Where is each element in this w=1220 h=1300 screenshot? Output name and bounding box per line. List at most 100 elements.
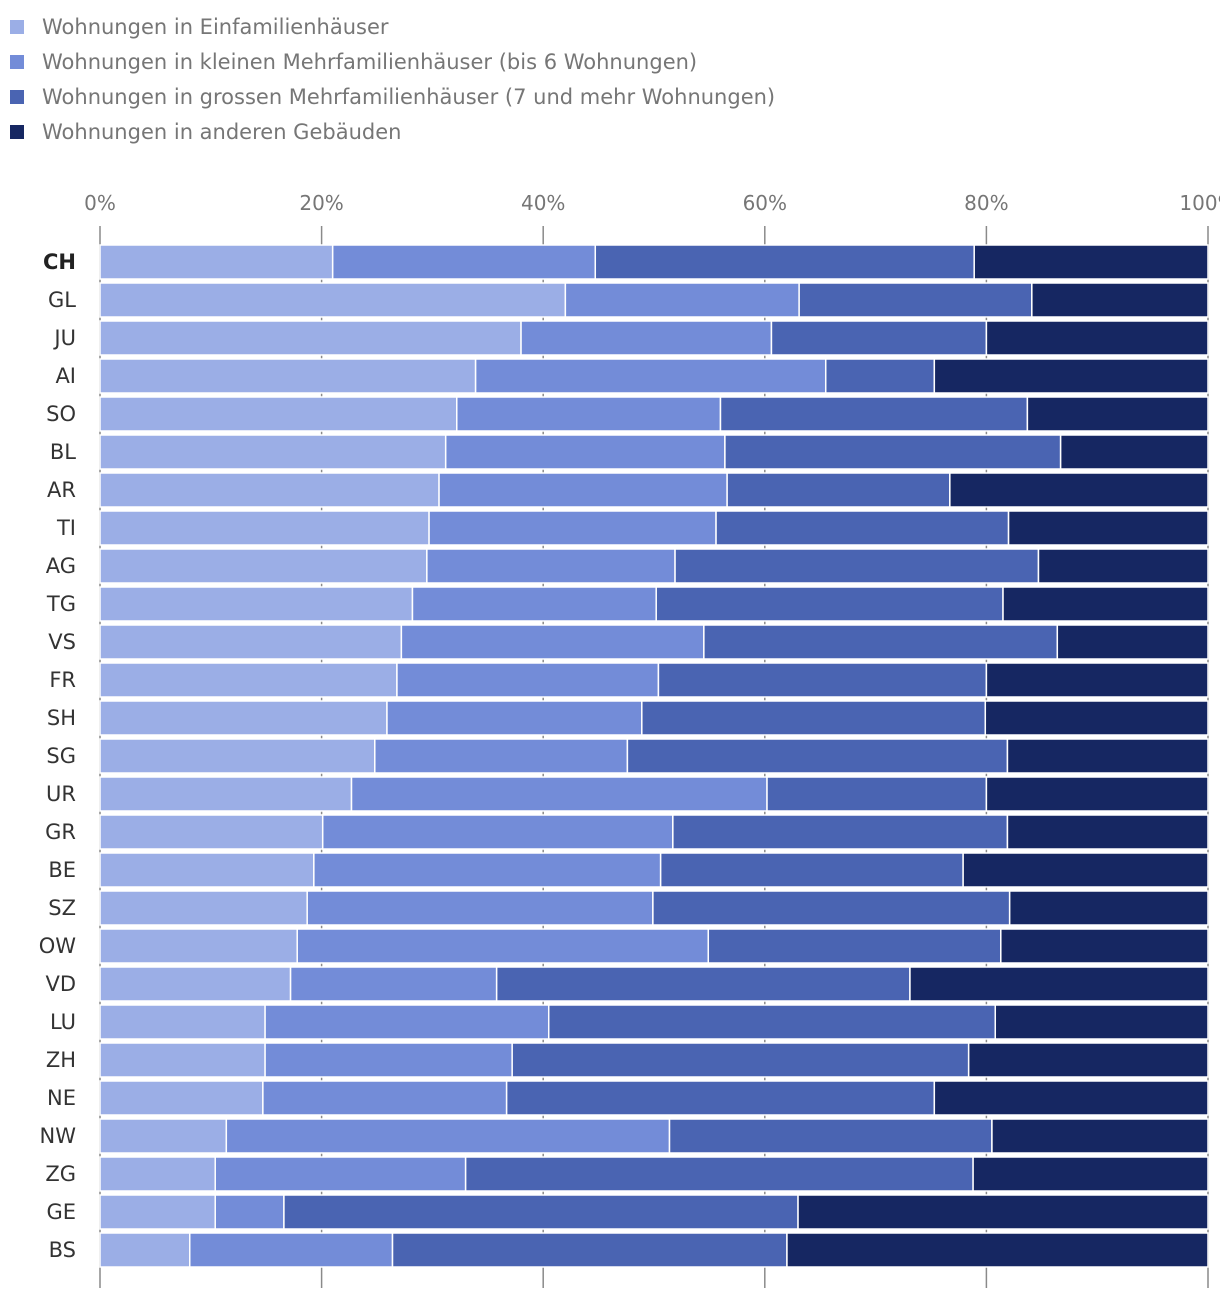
bar-segment[interactable]: TG – Wohnungen in grossen Mehrfamilienhä… (655, 586, 1004, 622)
bar-segment[interactable]: TG – Wohnungen in Einfamilienhäuser: 28.… (99, 586, 414, 622)
bar-segment[interactable]: VD – Wohnungen in grossen Mehrfamilienhä… (495, 966, 911, 1002)
bar-segment[interactable]: AG – Wohnungen in kleinen Mehrfamilienhä… (426, 548, 676, 584)
bar-segment[interactable]: UR – Wohnungen in grossen Mehrfamilienhä… (766, 776, 988, 812)
bar-segment[interactable]: AI – Wohnungen in grossen Mehrfamilienhä… (824, 358, 936, 394)
bar-segment[interactable]: AG – Wohnungen in grossen Mehrfamilienhä… (674, 548, 1040, 584)
bar-segment[interactable]: NW – Wohnungen in grossen Mehrfamilienhä… (668, 1118, 993, 1154)
bar-segment[interactable]: OW – Wohnungen in Einfamilienhäuser: 17.… (99, 928, 298, 964)
bar-segment[interactable]: UR – Wohnungen in Einfamilienhäuser: 22.… (99, 776, 353, 812)
bar-segment[interactable]: CH – Wohnungen in grossen Mehrfamilienhä… (594, 244, 975, 280)
bar-segment[interactable]: BE – Wohnungen in kleinen Mehrfamilienhä… (313, 852, 662, 888)
bar-segment[interactable]: GL – Wohnungen in grossen Mehrfamilienhä… (798, 282, 1033, 318)
bar-segment[interactable]: GE – Wohnungen in anderen Gebäuden: 37% (797, 1194, 1209, 1230)
bar-segment[interactable]: VD – Wohnungen in Einfamilienhäuser: 17.… (99, 966, 292, 1002)
bar-segment[interactable]: VD – Wohnungen in kleinen Mehrfamilienhä… (289, 966, 498, 1002)
bar-segment[interactable]: JU – Wohnungen in kleinen Mehrfamilienhä… (520, 320, 773, 356)
legend-item[interactable]: Wohnungen in anderen Gebäuden (10, 117, 401, 147)
bar-segment[interactable]: SG – Wohnungen in grossen Mehrfamilienhä… (626, 738, 1009, 774)
bar-segment[interactable]: TG – Wohnungen in anderen Gebäuden: 18.5… (1002, 586, 1209, 622)
bar-segment[interactable]: VS – Wohnungen in anderen Gebäuden: 13.6… (1056, 624, 1209, 660)
bar-segment[interactable]: FR – Wohnungen in anderen Gebäuden: 20% (985, 662, 1209, 698)
bar-segment[interactable]: FR – Wohnungen in grossen Mehrfamilienhä… (657, 662, 988, 698)
bar-segment[interactable]: AR – Wohnungen in anderen Gebäuden: 23.3… (949, 472, 1209, 508)
bar-segment[interactable]: VS – Wohnungen in kleinen Mehrfamilienhä… (400, 624, 705, 660)
legend-item[interactable]: Wohnungen in Einfamilienhäuser (10, 12, 389, 42)
bar-segment[interactable]: CH – Wohnungen in anderen Gebäuden: 21.1… (973, 244, 1209, 280)
bar-segment[interactable]: SH – Wohnungen in Einfamilienhäuser: 25.… (99, 700, 388, 736)
bar-segment[interactable]: GR – Wohnungen in Einfamilienhäuser: 20.… (99, 814, 324, 850)
bar-segment[interactable]: NE – Wohnungen in anderen Gebäuden: 24.7… (933, 1080, 1209, 1116)
bar-segment[interactable]: SO – Wohnungen in Einfamilienhäuser: 32.… (99, 396, 458, 432)
bar-segment[interactable]: SG – Wohnungen in Einfamilienhäuser: 24.… (99, 738, 376, 774)
bar-segment[interactable]: ZG – Wohnungen in kleinen Mehrfamilienhä… (214, 1156, 467, 1192)
bar-segment[interactable]: TI – Wohnungen in anderen Gebäuden: 18% (1007, 510, 1209, 546)
bar-segment[interactable]: ZH – Wohnungen in kleinen Mehrfamilienhä… (264, 1042, 513, 1078)
bar-segment[interactable]: AI – Wohnungen in anderen Gebäuden: 24.7… (933, 358, 1209, 394)
bar-segment[interactable]: GL – Wohnungen in kleinen Mehrfamilienhä… (564, 282, 800, 318)
bar-segment[interactable]: BE – Wohnungen in Einfamilienhäuser: 19.… (99, 852, 315, 888)
bar-segment[interactable]: GE – Wohnungen in Einfamilienhäuser: 10.… (99, 1194, 216, 1230)
bar-segment[interactable]: SO – Wohnungen in kleinen Mehrfamilienhä… (456, 396, 722, 432)
bar-segment[interactable]: VD – Wohnungen in anderen Gebäuden: 26.9… (909, 966, 1209, 1002)
bar-segment[interactable]: OW – Wohnungen in grossen Mehrfamilienhä… (707, 928, 1002, 964)
bar-segment[interactable]: BS – Wohnungen in kleinen Mehrfamilienhä… (188, 1232, 394, 1268)
bar-segment[interactable]: BL – Wohnungen in Einfamilienhäuser: 31.… (99, 434, 447, 470)
bar-segment[interactable]: GR – Wohnungen in kleinen Mehrfamilienhä… (321, 814, 674, 850)
bar-segment[interactable]: BS – Wohnungen in grossen Mehrfamilienhä… (391, 1232, 788, 1268)
bar-segment[interactable]: SZ – Wohnungen in grossen Mehrfamilienhä… (652, 890, 1011, 926)
bar-segment[interactable]: SO – Wohnungen in grossen Mehrfamilienhä… (719, 396, 1029, 432)
bar-segment[interactable]: SZ – Wohnungen in Einfamilienhäuser: 18.… (99, 890, 308, 926)
bar-segment[interactable]: BS – Wohnungen in anderen Gebäuden: 38% (786, 1232, 1209, 1268)
bar-segment[interactable]: FR – Wohnungen in kleinen Mehrfamilienhä… (396, 662, 660, 698)
legend-item[interactable]: Wohnungen in kleinen Mehrfamilienhäuser … (10, 47, 697, 77)
bar-segment[interactable]: TI – Wohnungen in grossen Mehrfamilienhä… (715, 510, 1010, 546)
bar-segment[interactable]: SH – Wohnungen in anderen Gebäuden: 20.1… (984, 700, 1209, 736)
bar-segment[interactable]: UR – Wohnungen in kleinen Mehrfamilienhä… (350, 776, 768, 812)
bar-segment[interactable]: VS – Wohnungen in Einfamilienhäuser: 27.… (99, 624, 403, 660)
bar-segment[interactable]: JU – Wohnungen in grossen Mehrfamilienhä… (770, 320, 988, 356)
bar-segment[interactable]: GR – Wohnungen in grossen Mehrfamilienhä… (672, 814, 1009, 850)
bar-segment[interactable]: UR – Wohnungen in anderen Gebäuden: 20% (985, 776, 1209, 812)
bar-segment[interactable]: SH – Wohnungen in kleinen Mehrfamilienhä… (386, 700, 643, 736)
bar-segment[interactable]: NE – Wohnungen in grossen Mehrfamilienhä… (505, 1080, 936, 1116)
bar-segment[interactable]: GE – Wohnungen in grossen Mehrfamilienhä… (283, 1194, 799, 1230)
bar-segment[interactable]: LU – Wohnungen in kleinen Mehrfamilienhä… (264, 1004, 550, 1040)
bar-segment[interactable]: TI – Wohnungen in kleinen Mehrfamilienhä… (428, 510, 717, 546)
bar-segment[interactable]: JU – Wohnungen in anderen Gebäuden: 20% (985, 320, 1209, 356)
bar-segment[interactable]: BL – Wohnungen in anderen Gebäuden: 13.3… (1059, 434, 1209, 470)
bar-segment[interactable]: AG – Wohnungen in Einfamilienhäuser: 29.… (99, 548, 428, 584)
bar-segment[interactable]: NW – Wohnungen in kleinen Mehrfamilienhä… (225, 1118, 671, 1154)
bar-segment[interactable]: AR – Wohnungen in kleinen Mehrfamilienhä… (438, 472, 728, 508)
bar-segment[interactable]: AR – Wohnungen in Einfamilienhäuser: 30.… (99, 472, 440, 508)
bar-segment[interactable]: BE – Wohnungen in anderen Gebäuden: 22.1… (962, 852, 1209, 888)
bar-segment[interactable]: LU – Wohnungen in anderen Gebäuden: 19.2… (994, 1004, 1209, 1040)
bar-segment[interactable]: GL – Wohnungen in Einfamilienhäuser: 42% (99, 282, 567, 318)
bar-segment[interactable]: SG – Wohnungen in anderen Gebäuden: 18.1… (1006, 738, 1209, 774)
bar-segment[interactable]: BE – Wohnungen in grossen Mehrfamilienhä… (659, 852, 964, 888)
bar-segment[interactable]: BS – Wohnungen in Einfamilienhäuser: 8.1… (99, 1232, 191, 1268)
bar-segment[interactable]: NW – Wohnungen in Einfamilienhäuser: 11.… (99, 1118, 228, 1154)
bar-segment[interactable]: NE – Wohnungen in Einfamilienhäuser: 14.… (99, 1080, 264, 1116)
bar-segment[interactable]: TI – Wohnungen in Einfamilienhäuser: 29.… (99, 510, 430, 546)
bar-segment[interactable]: LU – Wohnungen in Einfamilienhäuser: 14.… (99, 1004, 266, 1040)
bar-segment[interactable]: AR – Wohnungen in grossen Mehrfamilienhä… (726, 472, 951, 508)
bar-segment[interactable]: CH – Wohnungen in kleinen Mehrfamilienhä… (331, 244, 597, 280)
bar-segment[interactable]: GE – Wohnungen in kleinen Mehrfamilienhä… (214, 1194, 285, 1230)
bar-segment[interactable]: SG – Wohnungen in kleinen Mehrfamilienhä… (374, 738, 629, 774)
bar-segment[interactable]: NE – Wohnungen in kleinen Mehrfamilienhä… (262, 1080, 508, 1116)
bar-segment[interactable]: ZH – Wohnungen in grossen Mehrfamilienhä… (511, 1042, 970, 1078)
bar-segment[interactable]: TG – Wohnungen in kleinen Mehrfamilienhä… (411, 586, 657, 622)
bar-segment[interactable]: ZG – Wohnungen in Einfamilienhäuser: 10.… (99, 1156, 216, 1192)
bar-segment[interactable]: BL – Wohnungen in kleinen Mehrfamilienhä… (444, 434, 726, 470)
bar-segment[interactable]: OW – Wohnungen in kleinen Mehrfamilienhä… (296, 928, 710, 964)
bar-segment[interactable]: JU – Wohnungen in Einfamilienhäuser: 38% (99, 320, 522, 356)
bar-segment[interactable]: AG – Wohnungen in anderen Gebäuden: 15.3… (1037, 548, 1209, 584)
bar-segment[interactable]: FR – Wohnungen in Einfamilienhäuser: 26.… (99, 662, 398, 698)
bar-segment[interactable]: VS – Wohnungen in grossen Mehrfamilienhä… (703, 624, 1059, 660)
bar-segment[interactable]: CH – Wohnungen in Einfamilienhäuser: 21% (99, 244, 334, 280)
bar-segment[interactable]: AI – Wohnungen in kleinen Mehrfamilienhä… (474, 358, 827, 394)
bar-segment[interactable]: GR – Wohnungen in anderen Gebäuden: 18.1… (1006, 814, 1209, 850)
bar-segment[interactable]: ZG – Wohnungen in anderen Gebäuden: 21.2… (972, 1156, 1209, 1192)
legend-item[interactable]: Wohnungen in grossen Mehrfamilienhäuser … (10, 82, 775, 112)
bar-segment[interactable]: ZH – Wohnungen in anderen Gebäuden: 21.6… (967, 1042, 1209, 1078)
